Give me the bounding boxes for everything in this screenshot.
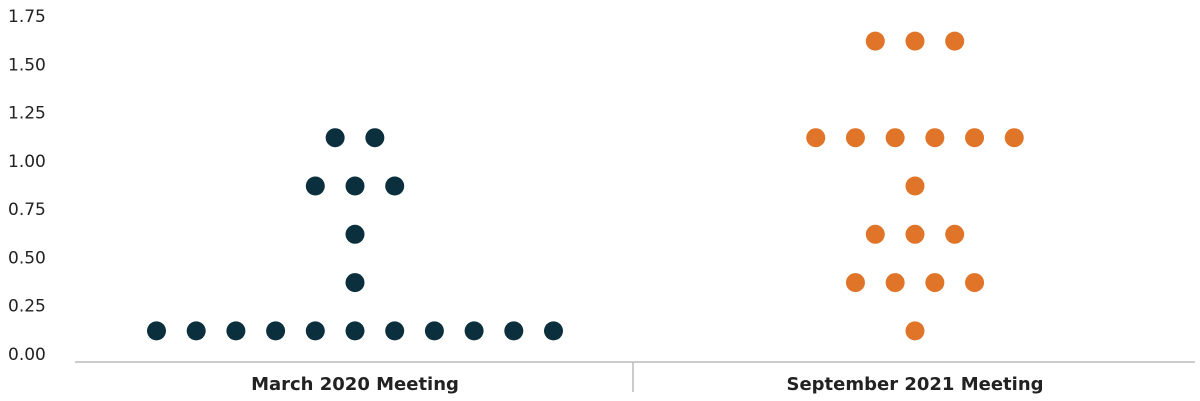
- dot: [945, 31, 965, 51]
- dot: [905, 31, 925, 51]
- dot: [885, 273, 905, 293]
- dot: [885, 128, 905, 148]
- y-tick-label: 1.25: [8, 104, 46, 124]
- dot: [186, 321, 206, 341]
- dot: [865, 31, 885, 51]
- dot: [385, 321, 405, 341]
- dot: [945, 224, 965, 244]
- dot: [226, 321, 246, 341]
- dot: [544, 321, 563, 341]
- dot: [965, 273, 985, 293]
- y-tick-label: 0.50: [8, 248, 46, 268]
- dot: [504, 321, 524, 341]
- y-tick-label: 1.00: [8, 152, 46, 172]
- dot: [345, 176, 365, 196]
- dot: [345, 321, 365, 341]
- dot: [305, 321, 325, 341]
- dot: [905, 321, 925, 341]
- y-tick-label: 0.25: [8, 297, 46, 317]
- dot: [305, 176, 325, 196]
- dot: [464, 321, 484, 341]
- dot: [925, 273, 945, 293]
- dot: [1004, 128, 1024, 148]
- dot: [845, 273, 865, 293]
- y-tick-label: 1.75: [8, 7, 46, 27]
- dot: [325, 128, 345, 148]
- dot: [266, 321, 286, 341]
- dot: [345, 224, 365, 244]
- dot: [845, 128, 865, 148]
- y-tick-label: 1.50: [8, 55, 46, 75]
- y-tick-label: 0.00: [8, 345, 46, 365]
- dot: [385, 176, 405, 196]
- dot: [424, 321, 444, 341]
- dot: [147, 321, 166, 341]
- dot: [925, 128, 945, 148]
- y-tick-label: 0.75: [8, 200, 46, 220]
- dot: [345, 273, 365, 293]
- dot: [905, 176, 925, 196]
- x-tick-label: March 2020 Meeting: [251, 374, 459, 395]
- dot: [865, 224, 885, 244]
- dot: [365, 128, 385, 148]
- dot: [806, 128, 826, 148]
- dot: [905, 224, 925, 244]
- dot: [965, 128, 985, 148]
- x-tick-label: September 2021 Meeting: [786, 374, 1043, 395]
